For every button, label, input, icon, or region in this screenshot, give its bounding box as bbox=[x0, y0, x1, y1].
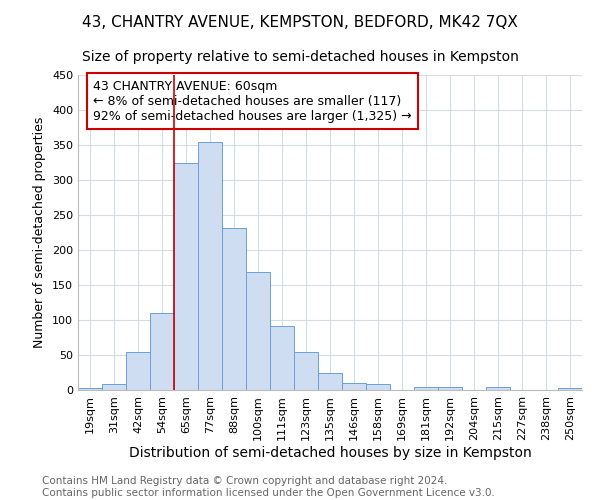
Bar bbox=[246, 272, 270, 390]
Bar bbox=[102, 384, 126, 390]
Y-axis label: Number of semi-detached properties: Number of semi-detached properties bbox=[34, 117, 46, 348]
Bar bbox=[78, 388, 102, 390]
Bar bbox=[270, 326, 294, 390]
Text: 43, CHANTRY AVENUE, KEMPSTON, BEDFORD, MK42 7QX: 43, CHANTRY AVENUE, KEMPSTON, BEDFORD, M… bbox=[82, 15, 518, 30]
Bar bbox=[366, 384, 390, 390]
Text: Size of property relative to semi-detached houses in Kempston: Size of property relative to semi-detach… bbox=[82, 50, 518, 64]
Bar bbox=[414, 386, 438, 390]
Bar bbox=[222, 228, 246, 390]
Bar bbox=[342, 383, 366, 390]
Bar bbox=[318, 372, 342, 390]
X-axis label: Distribution of semi-detached houses by size in Kempston: Distribution of semi-detached houses by … bbox=[128, 446, 532, 460]
Text: 43 CHANTRY AVENUE: 60sqm
← 8% of semi-detached houses are smaller (117)
92% of s: 43 CHANTRY AVENUE: 60sqm ← 8% of semi-de… bbox=[93, 80, 412, 122]
Bar bbox=[150, 313, 174, 390]
Bar bbox=[438, 386, 462, 390]
Bar bbox=[558, 388, 582, 390]
Bar bbox=[486, 386, 510, 390]
Bar bbox=[294, 352, 318, 390]
Text: Contains HM Land Registry data © Crown copyright and database right 2024.
Contai: Contains HM Land Registry data © Crown c… bbox=[42, 476, 495, 498]
Bar bbox=[174, 162, 198, 390]
Bar bbox=[198, 142, 222, 390]
Bar bbox=[126, 352, 150, 390]
